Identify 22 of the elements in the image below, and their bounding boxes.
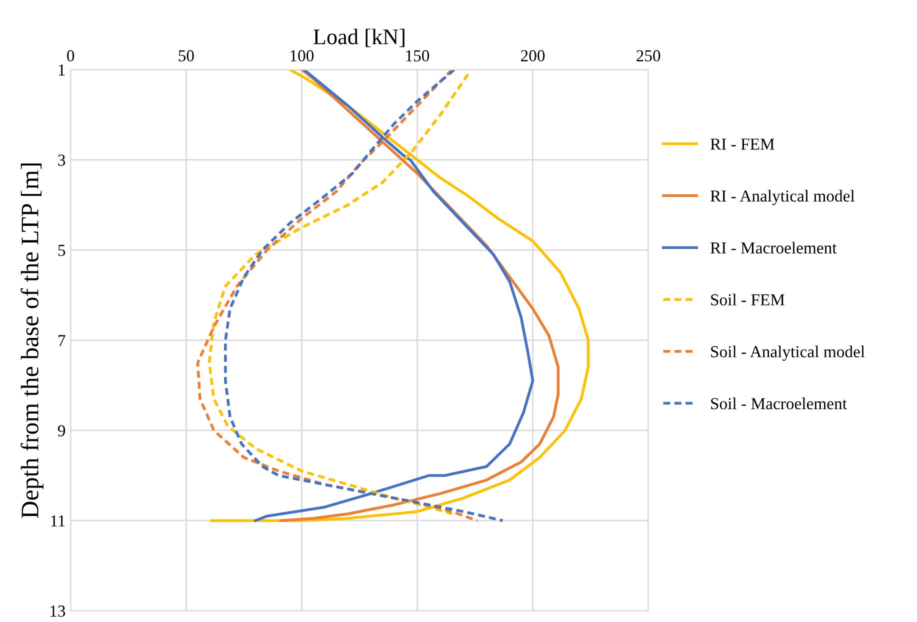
legend-label: RI - Macroelement bbox=[710, 242, 837, 254]
y-tick-label: 7 bbox=[58, 335, 66, 346]
legend-label: Soil - Macroelement bbox=[711, 398, 847, 410]
legend-label: RI - FEM bbox=[710, 138, 774, 150]
legend-label: Soil - FEM bbox=[711, 294, 785, 306]
y-tick-label: 3 bbox=[58, 154, 66, 166]
legend-label: Soil - Analytical model bbox=[711, 346, 865, 361]
line-series bbox=[210, 70, 590, 522]
x-tick-label: 200 bbox=[521, 50, 545, 62]
y-tick-label: 9 bbox=[58, 425, 66, 436]
y-tick-label: 1 bbox=[58, 64, 65, 76]
y-tick-label: 5 bbox=[58, 244, 66, 256]
legend-label: RI - Analytical model bbox=[710, 190, 855, 206]
x-tick-label: 100 bbox=[290, 50, 314, 62]
y-axis-title: Depth from the base of the LTP [m] bbox=[20, 164, 44, 518]
x-tick-label: 50 bbox=[178, 50, 194, 62]
x-tick-label: 250 bbox=[636, 50, 660, 62]
x-tick-label: 150 bbox=[406, 50, 430, 62]
y-tick-label: 11 bbox=[51, 515, 65, 526]
y-tick-label: 13 bbox=[50, 606, 66, 617]
x-axis-title: Load [kN] bbox=[314, 28, 404, 48]
x-tick-label: 0 bbox=[67, 50, 74, 62]
